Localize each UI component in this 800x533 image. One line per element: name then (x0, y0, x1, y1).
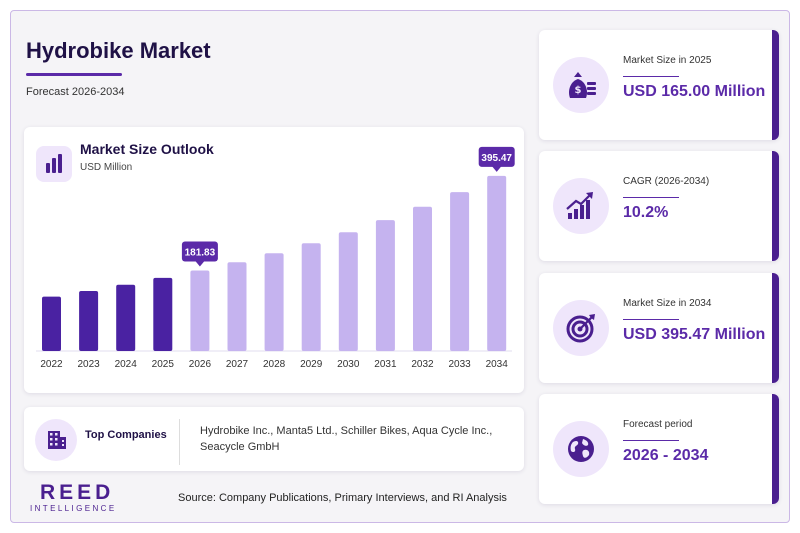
page-subtitle: Forecast 2026-2034 (26, 86, 125, 98)
x-tick-label: 2025 (152, 359, 175, 370)
stat-value: USD 165.00 Million (623, 83, 766, 100)
bar-2030 (338, 232, 358, 351)
bar-chart: 2022 2023 2024 2025 2026 2027 2028 2029 2030 2031… (36, 146, 515, 370)
bar-2029 (301, 243, 321, 351)
target-icon (553, 300, 609, 356)
stat-rule (623, 76, 679, 77)
bar-2033 (450, 192, 470, 351)
bar-2032 (413, 206, 432, 351)
x-tick-label: 2028 (263, 359, 286, 370)
stat-label: Market Size in 2025 (623, 55, 712, 66)
brand-logo-tagline: INTELLIGENCE (30, 504, 117, 513)
stat-card-market-size-2025: $ Market Size in 2025 USD 165.00 Million (539, 30, 779, 140)
x-tick-label: 2031 (374, 359, 397, 370)
stat-rule (623, 319, 679, 320)
stat-label: Forecast period (623, 419, 693, 430)
x-tick-label: 2023 (77, 359, 100, 370)
bar-2026 (190, 270, 210, 351)
top-companies-label: Top Companies (85, 429, 167, 441)
callout-2034: 395.47 (478, 146, 515, 172)
svg-text:$: $ (575, 85, 582, 96)
brand-logo-wordmark: REED (40, 481, 115, 504)
top-companies-list: Hydrobike Inc., Manta5 Ltd., Schiller Bi… (200, 425, 493, 453)
title-underline (26, 73, 122, 76)
bar-2034 (487, 175, 507, 351)
bar-chart-icon (36, 146, 72, 182)
chart-title: Market Size Outlook (80, 141, 214, 157)
bar-2027 (227, 262, 247, 351)
x-tick-label: 2029 (300, 359, 323, 370)
bar-2031 (375, 220, 395, 351)
stat-card-forecast-period: Forecast period 2026 - 2034 (539, 394, 779, 504)
stat-value: USD 395.47 Million (623, 326, 766, 343)
stat-card-market-size-2034: Market Size in 2034 USD 395.47 Million (539, 273, 779, 383)
card-accent-bar (772, 273, 779, 383)
x-tick-label: 2024 (115, 359, 138, 370)
stat-card-cagr: CAGR (2026-2034) 10.2% (539, 151, 779, 261)
card-accent-bar (772, 394, 779, 504)
stat-value: 2026 - 2034 (623, 447, 709, 464)
x-tick-label: 2022 (40, 359, 63, 370)
stat-label: CAGR (2026-2034) (623, 176, 710, 187)
globe-icon (553, 421, 609, 477)
x-tick-label: 2034 (486, 359, 509, 370)
stat-value: 10.2% (623, 204, 669, 221)
building-icon (35, 419, 77, 461)
stat-rule (623, 197, 679, 198)
x-tick-label: 2027 (226, 359, 249, 370)
stat-rule (623, 440, 679, 441)
card-accent-bar (772, 151, 779, 261)
growth-chart-icon (553, 178, 609, 234)
x-tick-label: 2032 (411, 359, 434, 370)
x-tick-label: 2030 (337, 359, 360, 370)
source-note: Source: Company Publications, Primary In… (178, 492, 507, 504)
money-bag-icon: $ (553, 57, 609, 113)
chart-unit-label: USD Million (80, 162, 133, 173)
data-label: 395.47 (481, 153, 512, 164)
bar-2024 (116, 284, 136, 351)
bar-2022 (42, 296, 61, 351)
x-tick-label: 2033 (448, 359, 471, 370)
page-title: Hydrobike Market (26, 38, 211, 63)
callout-2026: 181.83 (181, 241, 218, 267)
bar-2025 (153, 277, 173, 351)
card-accent-bar (772, 30, 779, 140)
x-tick-label: 2026 (189, 359, 212, 370)
bar-2023 (79, 291, 99, 351)
top-companies-card (24, 407, 524, 471)
bar-2028 (264, 253, 284, 351)
data-label: 181.83 (185, 247, 216, 258)
companies-divider (179, 419, 180, 465)
stat-label: Market Size in 2034 (623, 298, 712, 309)
